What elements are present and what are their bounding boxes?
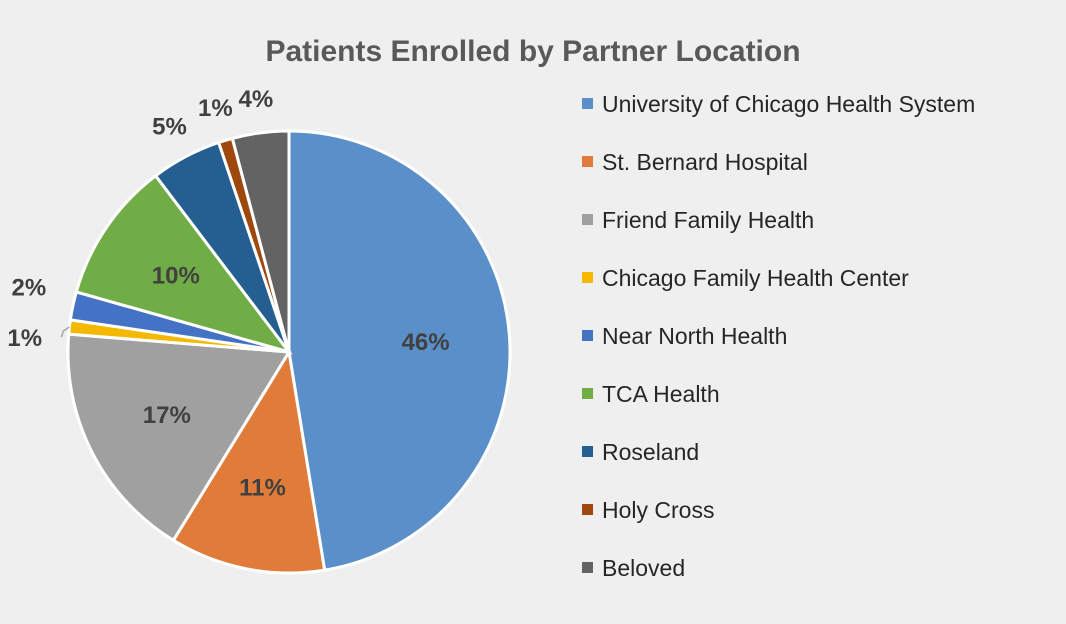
legend-swatch-chicago-family-health-center [582,272,593,283]
legend-label-near-north-health: Near North Health [602,323,787,349]
slice-beloved [230,129,291,353]
data-label-beloved: 4% [239,86,274,113]
legend-label-friend-family-health: Friend Family Health [602,207,814,233]
data-label-tca-health: 10% [152,263,200,290]
legend-swatch-near-north-health [582,330,593,341]
data-label-holy-cross: 1% [198,95,233,122]
legend-label-chicago-family-health-center: Chicago Family Health Center [602,265,909,291]
legend-swatch-tca-health [582,388,593,399]
slice-tca-health [74,173,293,355]
legend-label-holy-cross: Holy Cross [602,497,714,523]
slice-st-bernard-hospital [171,347,327,575]
slice-university-of-chicago-health-system [287,129,512,572]
leader-line-chicago-family-health-center [60,326,70,338]
legend-swatch-roseland [582,446,593,457]
data-label-university-of-chicago-health-system: 46% [402,329,450,356]
legend-swatch-university-of-chicago-health-system [582,98,593,109]
legend-swatch-friend-family-health [582,214,593,225]
legend-label-university-of-chicago-health-system: University of Chicago Health System [602,91,975,117]
legend-label-beloved: Beloved [602,555,685,581]
data-label-near-north-health: 2% [12,275,47,302]
data-label-roseland: 5% [152,114,187,141]
slice-friend-family-health [66,332,292,543]
legend-label-st-bernard-hospital: St. Bernard Hospital [602,149,808,175]
data-label-st-bernard-hospital: 11% [239,474,286,501]
legend-swatch-beloved [582,562,593,573]
legend-swatch-st-bernard-hospital [582,156,593,167]
chart-title: Patients Enrolled by Partner Location [265,35,800,68]
leader-lines [60,326,70,338]
legend: University of Chicago Health System St. B… [582,91,975,581]
data-labels: 46%11%17%1%2% 10%5%1% 4% [7,86,449,501]
pie-slices [66,129,512,575]
legend-label-tca-health: TCA Health [602,381,720,407]
data-label-friend-family-health: 17% [143,402,191,429]
legend-swatch-holy-cross [582,504,593,515]
data-label-chicago-family-health-center: 1% [7,325,42,352]
legend-label-roseland: Roseland [602,439,699,465]
